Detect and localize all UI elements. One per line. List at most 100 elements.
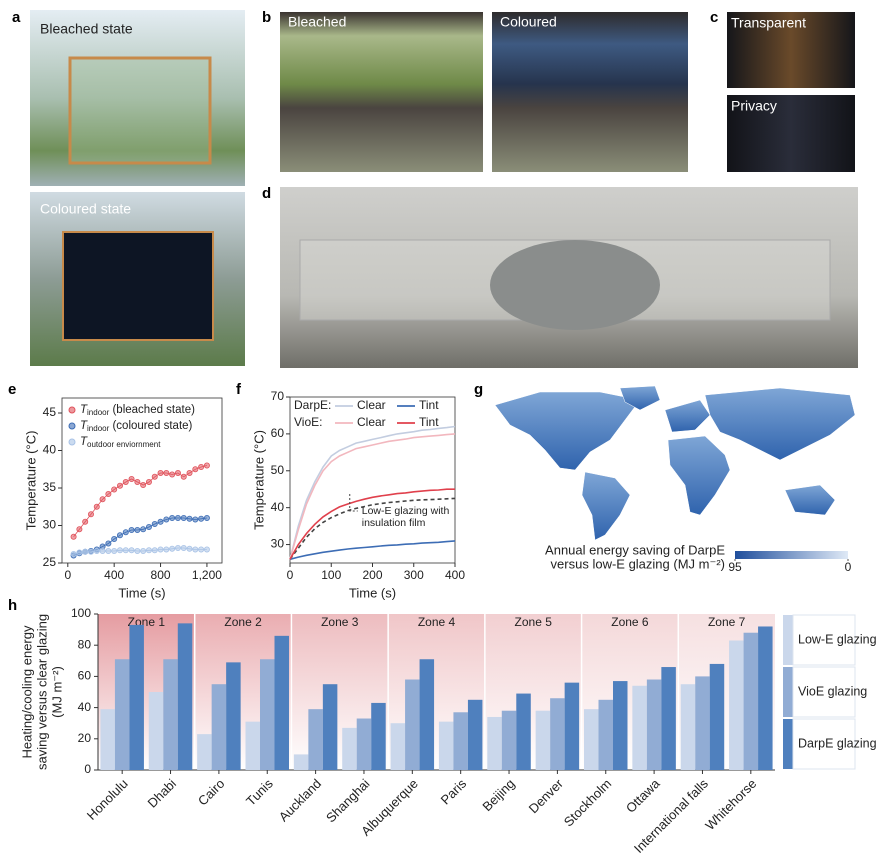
x-tick-label: 0 <box>64 568 71 582</box>
legend-label: Clear <box>357 398 386 412</box>
data-point <box>163 516 170 523</box>
legend-label: Tint <box>419 415 439 429</box>
bar <box>293 754 309 770</box>
data-point <box>198 463 205 470</box>
data-point <box>192 546 199 553</box>
legend-suffix: (coloured state) <box>109 420 192 432</box>
map-region <box>667 435 731 516</box>
data-point <box>140 526 147 533</box>
bar <box>695 676 710 770</box>
bar <box>405 679 420 770</box>
series-line <box>289 433 456 560</box>
panel-letter: h <box>8 597 17 614</box>
x-tick-label: Ottawa <box>623 775 663 815</box>
x-tick-label: 1,200 <box>192 568 222 582</box>
bar <box>487 716 502 770</box>
data-point <box>76 526 83 533</box>
zone-label: Zone 2 <box>224 615 262 629</box>
y-tick-label: 25 <box>43 555 57 569</box>
photo <box>727 95 855 172</box>
bar <box>260 659 275 770</box>
x-axis-title: Time (s) <box>118 585 165 600</box>
world-map <box>494 385 856 541</box>
x-tick-label: Tunis <box>243 776 276 809</box>
y-axis-title: Temperature (°C) <box>23 431 38 531</box>
map-region <box>664 399 711 433</box>
legend-panel <box>792 666 856 718</box>
data-point <box>70 551 77 558</box>
data-point <box>186 545 193 552</box>
data-point <box>99 496 106 503</box>
bar <box>163 659 178 770</box>
bar <box>197 734 212 770</box>
data-point <box>151 547 158 554</box>
data-point <box>70 533 77 540</box>
photo-panels <box>30 10 858 368</box>
photo <box>727 12 855 88</box>
y-axis-title: Heating/cooling energy <box>19 625 34 758</box>
series-line <box>73 465 208 538</box>
data-point <box>203 546 210 553</box>
data-point <box>198 515 205 522</box>
x-axis-title: Time (s) <box>349 585 396 600</box>
zone-label: Zone 4 <box>418 615 456 629</box>
bar <box>501 710 517 770</box>
bar <box>245 721 260 770</box>
x-tick-label: 100 <box>321 568 341 582</box>
bar <box>211 684 227 770</box>
zone-label: Zone 5 <box>515 615 553 629</box>
legend-symbol: T <box>80 420 88 432</box>
y-tick-label: 60 <box>271 426 285 440</box>
y-tick-label: 40 <box>271 500 285 514</box>
plot-frame <box>61 397 223 564</box>
colorbar-tick-label: 95 <box>728 560 742 574</box>
x-tick-label: Shanghai <box>323 776 373 826</box>
y-tick-label: 45 <box>43 405 57 419</box>
bar <box>274 635 289 770</box>
photo-glass <box>68 56 212 165</box>
bar <box>322 684 338 770</box>
colorbar-label: versus low-E glazing (MJ m⁻²) <box>551 556 725 571</box>
x-tick-label: Denver <box>526 775 567 816</box>
data-point <box>180 545 187 552</box>
data-point <box>198 546 205 553</box>
data-point <box>163 469 170 476</box>
y-axis-title: saving versus clear glazing <box>34 614 49 770</box>
data-point <box>111 548 118 555</box>
data-point <box>157 469 164 476</box>
zone-label: Zone 7 <box>708 615 746 629</box>
series-line <box>289 488 455 560</box>
bar <box>646 679 662 770</box>
data-point <box>87 511 94 518</box>
bar <box>564 682 580 770</box>
data-point <box>82 518 89 525</box>
data-point <box>151 473 158 480</box>
data-point <box>169 471 176 478</box>
bar <box>613 681 628 770</box>
data-point <box>134 548 141 555</box>
bar <box>129 624 144 770</box>
x-tick-label: 300 <box>404 568 424 582</box>
y-axis-title: Temperature (°C) <box>251 430 266 530</box>
data-point <box>192 466 199 473</box>
bar <box>419 659 435 770</box>
data-point <box>116 547 123 554</box>
map-region <box>581 471 631 541</box>
legend-label: Tindoor (coloured state) <box>80 420 193 433</box>
map-region <box>704 387 856 461</box>
photo-label: Bleached <box>288 14 346 30</box>
legend-group: DarpE: <box>294 398 331 412</box>
bar <box>177 623 193 770</box>
data-point <box>186 515 193 522</box>
data-point <box>145 547 152 554</box>
bar <box>550 698 565 770</box>
panel-letters: a b c d e f g h <box>8 9 718 614</box>
x-tick-label: 200 <box>362 568 382 582</box>
x-tick-label: Dhabi <box>144 776 179 811</box>
data-point <box>157 518 164 525</box>
data-point <box>99 548 106 555</box>
legend-marker <box>68 438 76 446</box>
legend-box <box>783 719 793 769</box>
data-point <box>140 481 147 488</box>
